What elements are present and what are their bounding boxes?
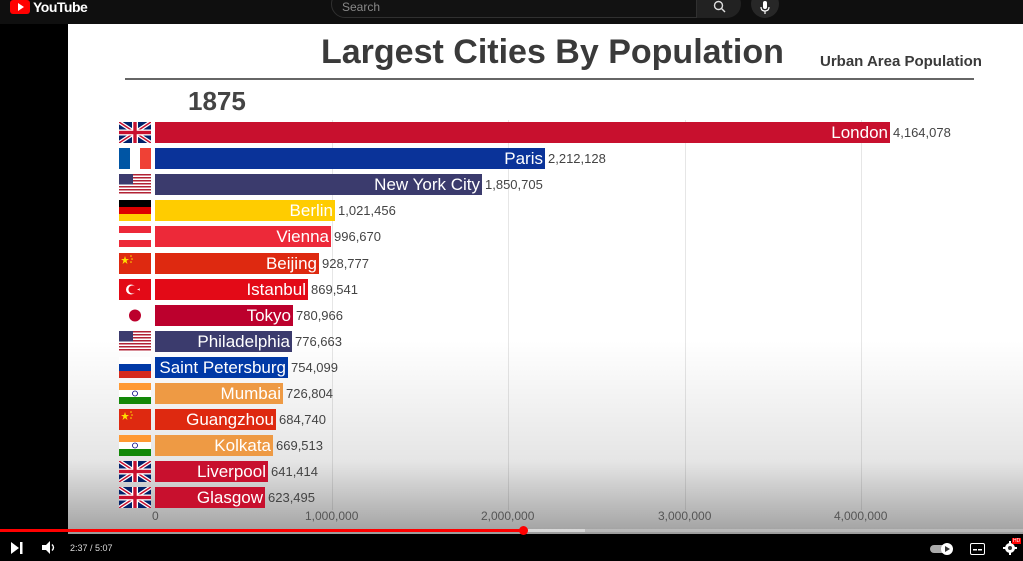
bar-value-label: 928,777 (322, 256, 369, 271)
bar-city-label: Tokyo (246, 306, 291, 325)
bar-value-label: 623,495 (268, 490, 315, 505)
flag-tr-icon (119, 279, 151, 300)
bar-value-label: 726,804 (286, 386, 333, 401)
bar-city-label: London (831, 123, 888, 142)
bar-value-label: 754,099 (291, 360, 338, 375)
bar-beijing: Beijing (155, 253, 319, 274)
bar-city-label: Vienna (276, 227, 329, 246)
x-tick-label: 1,000,000 (305, 509, 359, 523)
bar-istanbul: Istanbul (155, 279, 308, 300)
flag-at-icon (119, 226, 151, 247)
bar-city-label: Guangzhou (186, 410, 274, 429)
title-divider (125, 78, 974, 80)
bar-london: London (155, 122, 890, 143)
bar-city-label: New York City (374, 175, 480, 194)
bar-value-label: 780,966 (296, 308, 343, 323)
x-tick-label: 3,000,000 (658, 509, 712, 523)
voice-search-button[interactable] (751, 0, 779, 18)
flag-de-icon (119, 200, 151, 221)
progress-scrubber[interactable] (519, 526, 528, 535)
x-tick-label: 0 (152, 509, 159, 523)
bar-value-label: 869,541 (311, 282, 358, 297)
bar-city-label: Glasgow (196, 488, 263, 507)
flag-us-icon (119, 174, 151, 195)
bar-city-label: Berlin (289, 201, 333, 220)
flag-cn-icon (119, 409, 151, 430)
youtube-logo-text: YouTube (33, 0, 88, 15)
bar-saint-petersburg: Saint Petersburg (155, 357, 288, 378)
volume-icon[interactable] (42, 541, 57, 554)
autoplay-toggle-icon[interactable] (930, 543, 956, 555)
next-icon[interactable] (11, 542, 24, 554)
gridline (332, 120, 333, 510)
flag-ru-icon (119, 357, 151, 378)
bar-value-label: 776,663 (295, 334, 342, 349)
player-controls: 2:37 / 5:07 HD (0, 527, 1023, 561)
gridline (508, 120, 509, 510)
x-tick-label: 4,000,000 (834, 509, 888, 523)
bar-paris: Paris (155, 148, 545, 169)
bar-value-label: 641,414 (271, 464, 318, 479)
bar-berlin: Berlin (155, 200, 335, 221)
chart-subtitle: Urban Area Population (820, 53, 982, 70)
search-input[interactable]: Search (331, 0, 697, 18)
bar-city-label: Mumbai (220, 384, 281, 403)
bar-city-label: Kolkata (214, 436, 271, 455)
bar-tokyo: Tokyo (155, 305, 293, 326)
bar-city-label: Philadelphia (197, 332, 290, 351)
bar-mumbai: Mumbai (155, 383, 283, 404)
youtube-logo[interactable]: YouTube (10, 0, 88, 15)
flag-uk-icon (119, 122, 151, 143)
flag-uk-icon (119, 461, 151, 482)
flag-us-icon (119, 331, 151, 352)
bar-city-label: Beijing (265, 254, 317, 273)
bar-value-label: 1,021,456 (338, 203, 396, 218)
flag-in-icon (119, 435, 151, 456)
bar-philadelphia: Philadelphia (155, 331, 292, 352)
bar-new-york-city: New York City (155, 174, 482, 195)
bar-value-label: 2,212,128 (548, 151, 606, 166)
flag-fr-icon (119, 148, 151, 169)
microphone-icon (760, 1, 770, 14)
bar-value-label: 1,850,705 (485, 177, 543, 192)
x-tick-label: 2,000,000 (481, 509, 535, 523)
flag-jp-icon (119, 305, 151, 326)
subtitles-icon[interactable] (970, 543, 985, 555)
bar-city-label: Istanbul (246, 280, 306, 299)
settings-gear-icon[interactable] (1003, 541, 1017, 555)
time-display: 2:37 / 5:07 (70, 543, 113, 553)
bar-city-label: Paris (504, 149, 543, 168)
gridline (861, 120, 862, 510)
bar-value-label: 996,670 (334, 229, 381, 244)
bar-guangzhou: Guangzhou (155, 409, 276, 430)
progress-played[interactable] (0, 529, 523, 532)
bar-city-label: Saint Petersburg (159, 358, 286, 377)
youtube-top-bar: YouTube Search (0, 0, 1023, 24)
search-icon (713, 0, 725, 13)
search-button[interactable] (697, 0, 741, 18)
bar-kolkata: Kolkata (155, 435, 273, 456)
year-label: 1875 (188, 86, 246, 116)
hd-badge: HD (1012, 538, 1022, 544)
bar-value-label: 669,513 (276, 438, 323, 453)
bar-value-label: 684,740 (279, 412, 326, 427)
gridline (685, 120, 686, 510)
chart-title: Largest Cities By Population (321, 33, 784, 71)
bar-value-label: 4,164,078 (893, 125, 951, 140)
flag-cn-icon (119, 253, 151, 274)
flag-in-icon (119, 383, 151, 404)
youtube-play-icon (10, 0, 30, 14)
bar-city-label: Liverpool (197, 462, 266, 481)
bar-glasgow: Glasgow (155, 487, 265, 508)
flag-uk-icon (119, 487, 151, 508)
bar-liverpool: Liverpool (155, 461, 268, 482)
bar-vienna: Vienna (155, 226, 331, 247)
